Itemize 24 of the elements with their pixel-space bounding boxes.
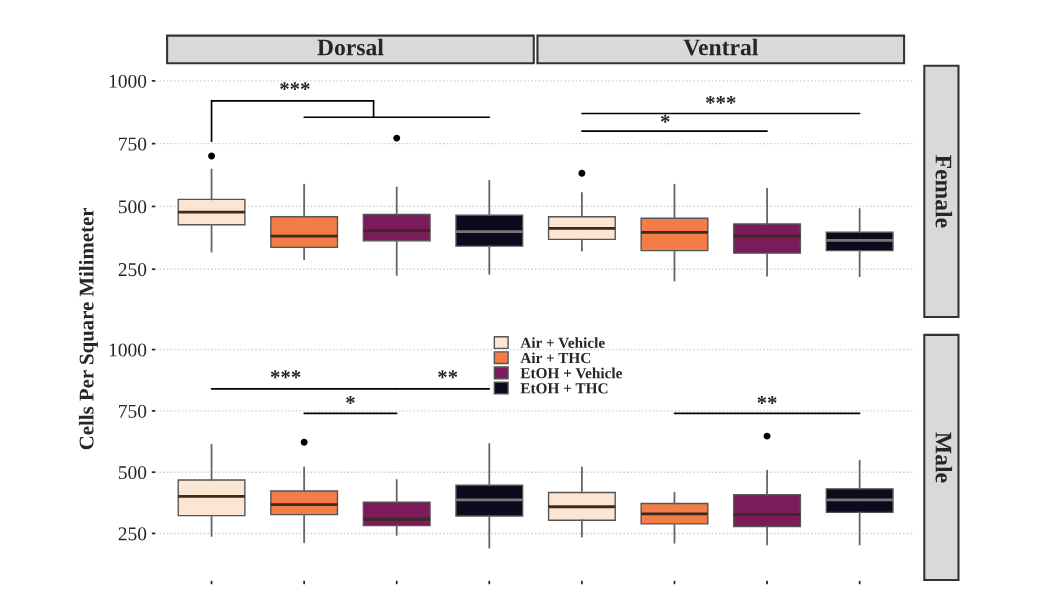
annotation: *** xyxy=(280,82,310,91)
y-tick-label: 750 xyxy=(119,404,147,418)
annotation: ** xyxy=(757,396,777,404)
legend-label: Air + Vehicle xyxy=(520,337,605,349)
y-tick-label: 250 xyxy=(118,263,147,277)
y2-axis-title: Female xyxy=(935,155,953,228)
legend-label: EtOH + THC xyxy=(520,383,608,394)
text: Dorsal xyxy=(317,38,384,56)
annotation: ** xyxy=(438,370,458,379)
y-tick-label: 1000 xyxy=(109,343,147,357)
y2-axis-title: Male xyxy=(935,432,953,483)
y-tick-label: 500 xyxy=(118,466,147,480)
annotation: *** xyxy=(270,370,301,379)
text: Ventral xyxy=(683,38,758,56)
annotation: *** xyxy=(706,95,736,104)
y-tick-label: 750 xyxy=(119,137,147,151)
y-axis-title: Cells Per Square Milimeter xyxy=(78,207,98,450)
annotation: * xyxy=(346,396,355,404)
legend-label: EtOH + Vehicle xyxy=(520,367,623,379)
legend-label: Air + THC xyxy=(520,352,591,364)
y-tick-label: 500 xyxy=(118,200,147,214)
y-tick-label: 250 xyxy=(118,527,147,541)
annotation: * xyxy=(660,114,670,123)
y-tick-label: 1000 xyxy=(109,74,147,88)
